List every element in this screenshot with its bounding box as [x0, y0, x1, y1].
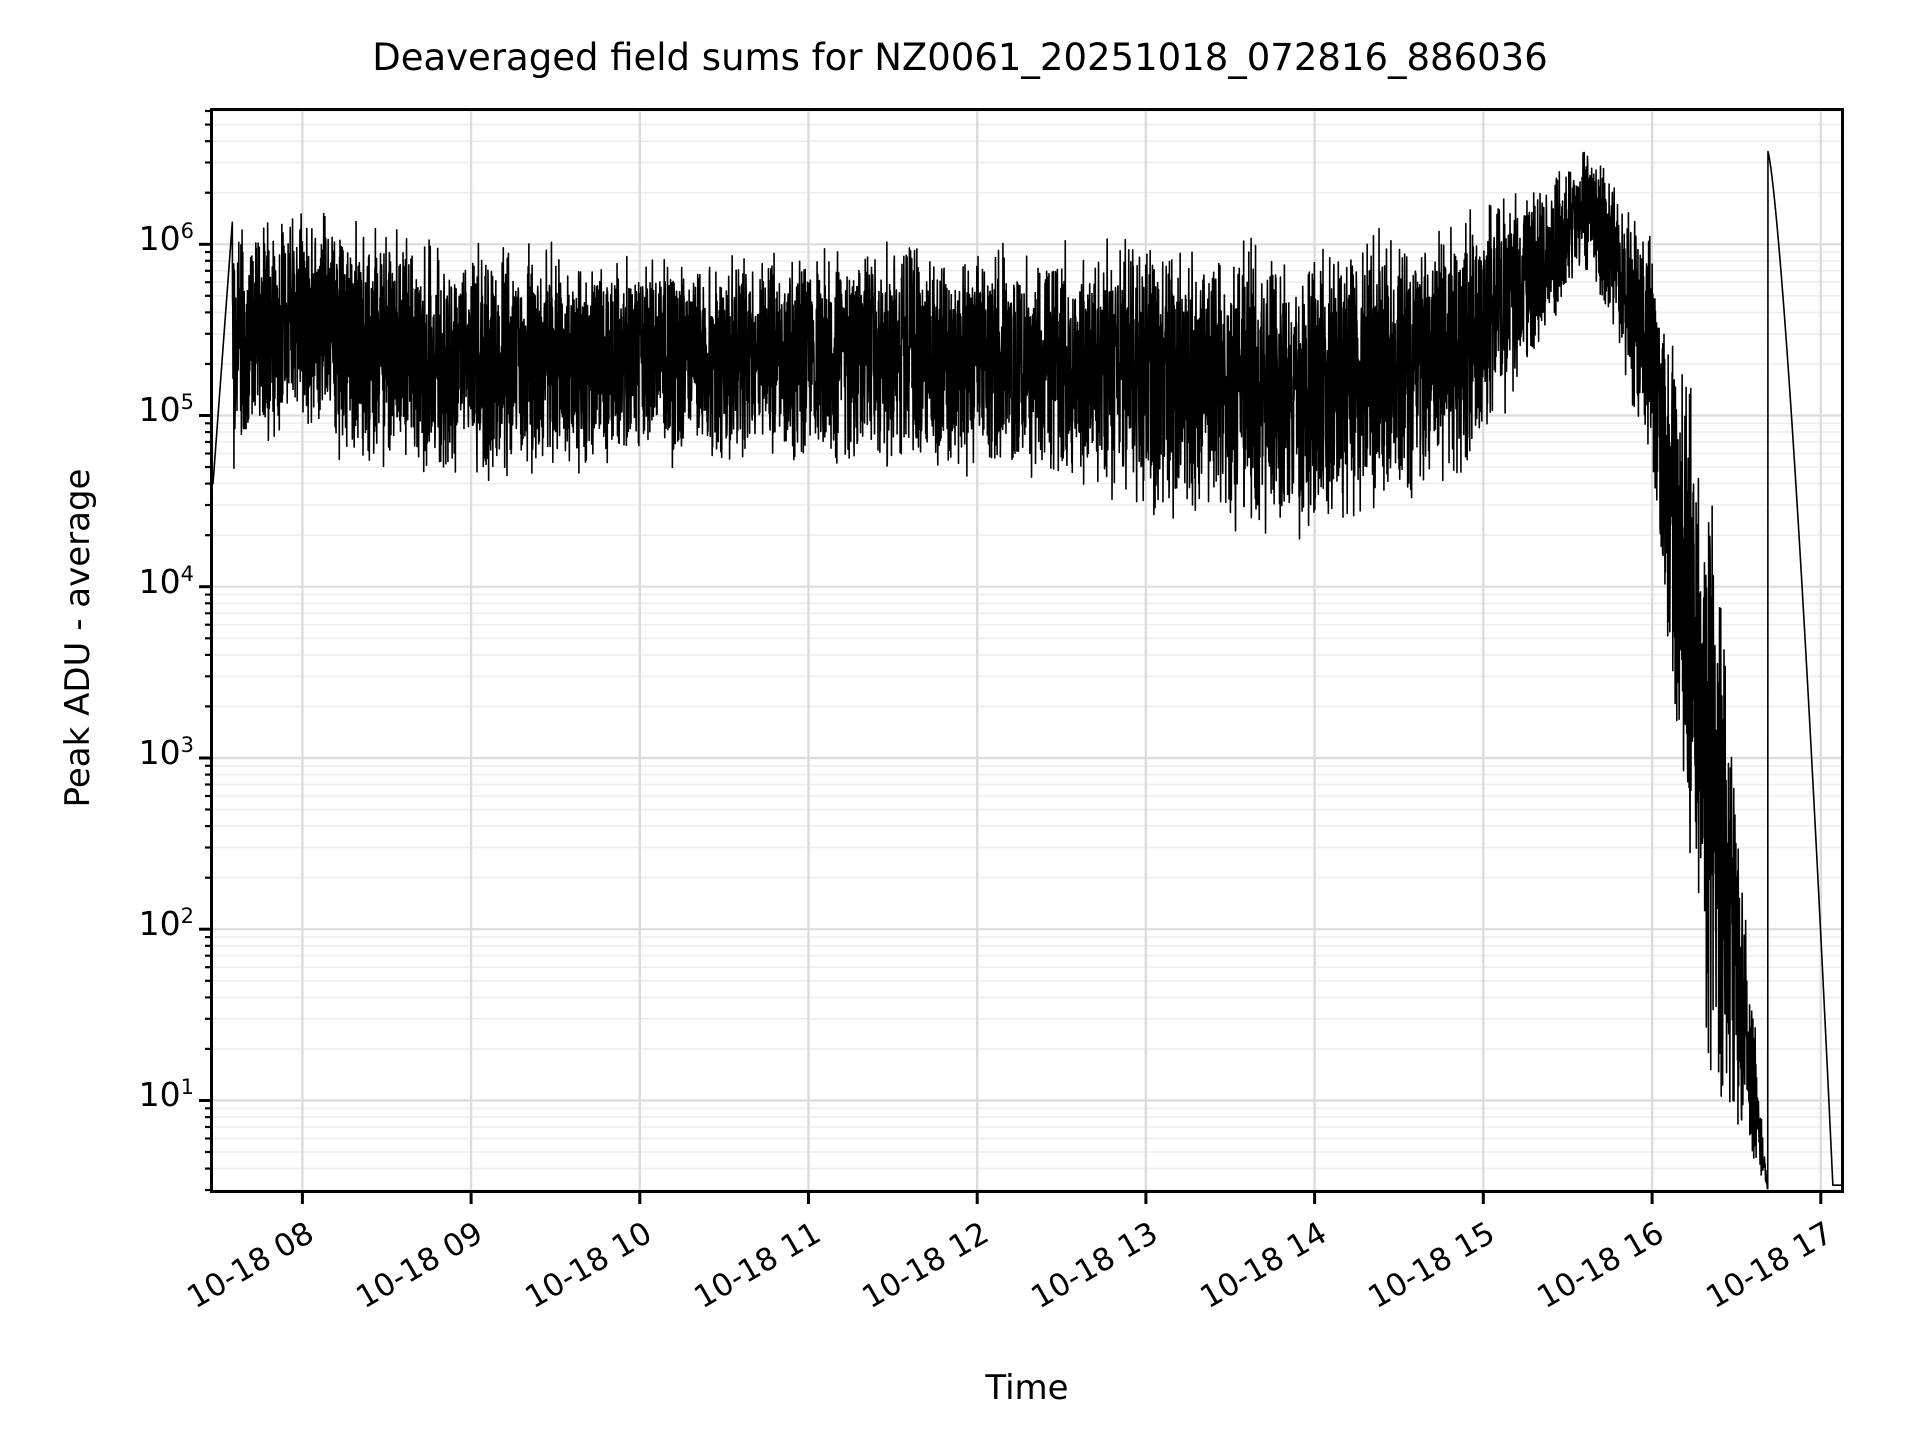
x-axis-label: Time — [985, 1368, 1069, 1408]
y-tick-label: 106 — [138, 219, 194, 259]
y-tick-label: 105 — [138, 390, 194, 430]
chart-title: Deaveraged field sums for NZ0061_2025101… — [372, 36, 1548, 79]
y-tick-label: 104 — [138, 561, 194, 601]
y-axis-label: Peak ADU - average — [58, 468, 98, 808]
y-tick-label: 103 — [138, 732, 194, 772]
y-tick-label: 101 — [138, 1075, 194, 1115]
data-series-line — [213, 111, 1841, 1190]
y-tick-label: 102 — [138, 904, 194, 944]
plot-area — [210, 108, 1844, 1193]
